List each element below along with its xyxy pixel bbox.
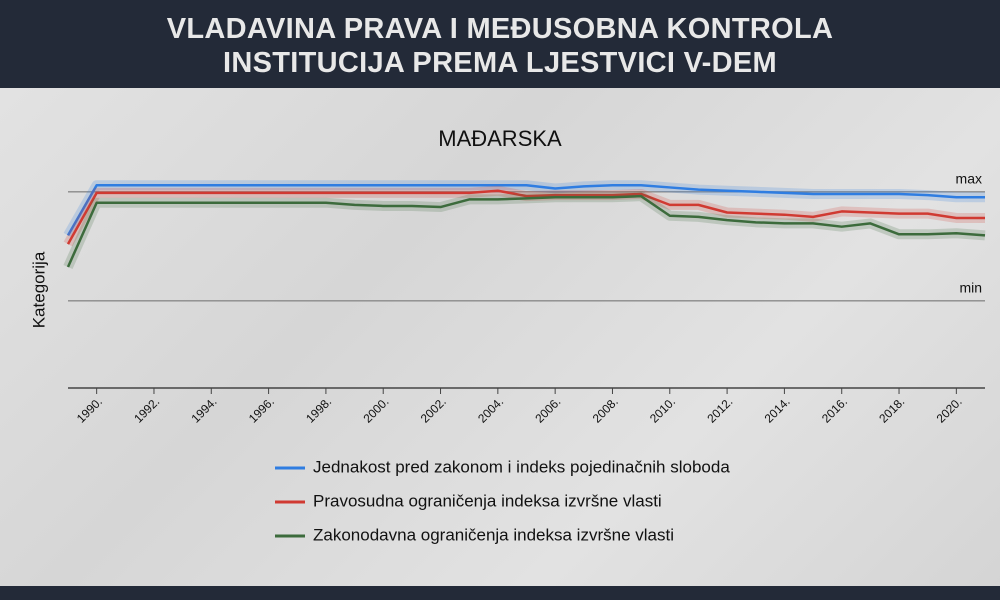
x-tick-label: 2006. (532, 394, 563, 425)
x-tick-label: 2000. (360, 394, 391, 425)
x-tick-label: 2020. (934, 394, 965, 425)
series-line (66, 194, 986, 268)
x-tick-label: 2004. (475, 394, 506, 425)
x-tick-label: 2002. (418, 394, 449, 425)
legend-label: Jednakost pred zakonom i indeks pojedina… (313, 457, 730, 476)
series-line (66, 189, 985, 245)
y-tick-label: min (959, 280, 982, 296)
x-tick-label: 2008. (590, 394, 621, 425)
legend-label: Zakonodavna ograničenja indeksa izvršne … (313, 525, 674, 544)
x-tick-label: 1998. (303, 394, 334, 425)
x-tick-label: 1996. (246, 394, 277, 425)
x-tick-label: 2016. (819, 394, 850, 425)
header (0, 0, 1000, 88)
y-axis-label: Kategorija (29, 251, 48, 328)
x-tick-label: 2018. (876, 394, 907, 425)
x-tick-label: 1990. (74, 394, 105, 425)
chart-title: VLADAVINA PRAVA I MEĐUSOBNA KONTROLA INS… (166, 13, 834, 79)
x-tick-label: 1992. (131, 394, 162, 425)
footer (0, 586, 1000, 600)
series-line (66, 184, 985, 237)
legend-label: Pravosudna ograničenja indeksa izvršne v… (313, 491, 662, 510)
x-tick-label: 1994. (189, 394, 220, 425)
x-tick-label: 2012. (704, 394, 735, 425)
x-tick-label: 2014. (762, 394, 793, 425)
y-tick-label: max (956, 171, 982, 187)
chart-subtitle: MAĐARSKA (438, 126, 562, 151)
x-tick-label: 2010. (647, 394, 678, 425)
